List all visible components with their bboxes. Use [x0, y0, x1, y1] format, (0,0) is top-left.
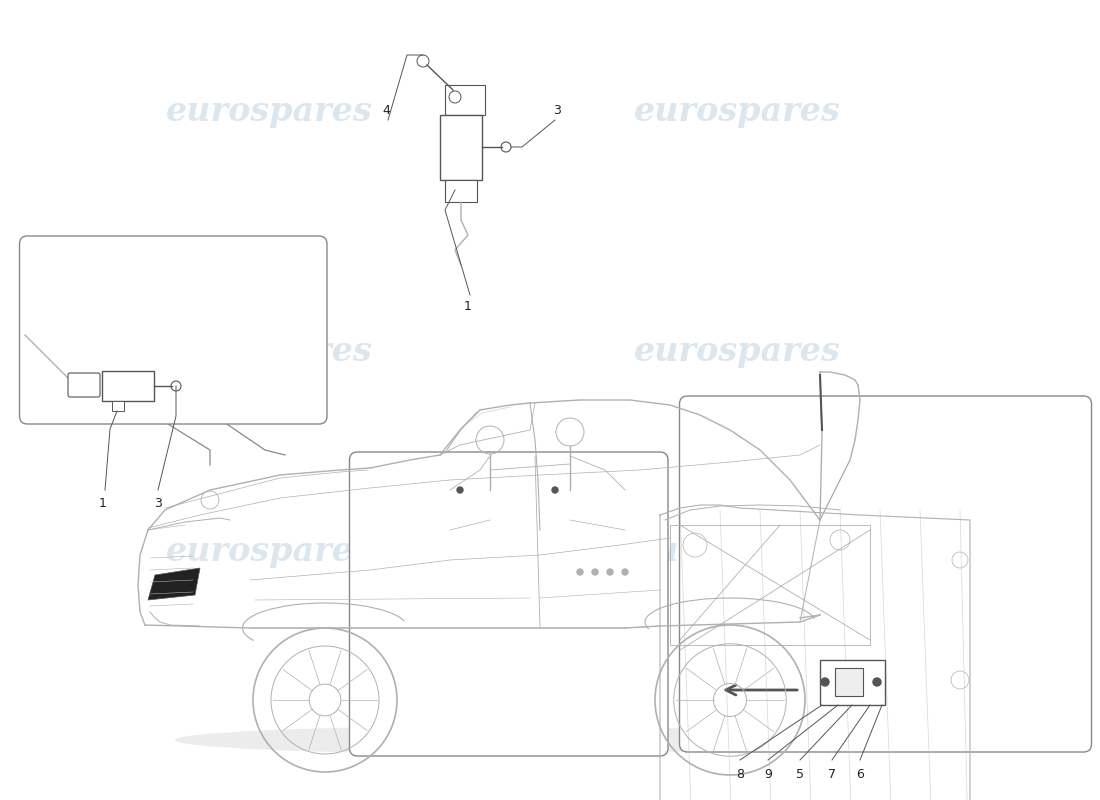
Text: 3: 3	[553, 104, 561, 117]
Text: eurospares: eurospares	[634, 535, 840, 569]
FancyBboxPatch shape	[680, 396, 1091, 752]
Text: 1: 1	[464, 300, 472, 313]
Polygon shape	[148, 568, 200, 600]
Bar	[102, 371, 154, 401]
Text: eurospares: eurospares	[166, 335, 373, 369]
Bar	[820, 660, 886, 705]
Text: eurospares: eurospares	[634, 335, 840, 369]
Text: eurospares: eurospares	[166, 95, 373, 129]
Bar	[446, 180, 477, 202]
Bar	[112, 401, 124, 411]
Bar	[440, 115, 482, 180]
Text: 1: 1	[99, 497, 107, 510]
Circle shape	[592, 569, 598, 575]
Text: eurospares: eurospares	[166, 535, 373, 569]
Text: 5: 5	[796, 768, 804, 781]
Text: 8: 8	[736, 768, 744, 781]
Text: 9: 9	[764, 768, 772, 781]
FancyBboxPatch shape	[68, 373, 100, 397]
Bar	[835, 668, 864, 696]
Text: 3: 3	[154, 497, 162, 510]
Bar	[446, 85, 485, 115]
Circle shape	[873, 678, 881, 686]
Ellipse shape	[175, 726, 825, 754]
Circle shape	[821, 678, 829, 686]
Text: eurospares: eurospares	[634, 95, 840, 129]
Text: 7: 7	[828, 768, 836, 781]
Bar	[670, 525, 870, 645]
Circle shape	[607, 569, 613, 575]
Text: 6: 6	[856, 768, 864, 781]
Text: 4: 4	[382, 104, 389, 117]
Circle shape	[456, 487, 463, 493]
Circle shape	[578, 569, 583, 575]
FancyBboxPatch shape	[20, 236, 327, 424]
FancyBboxPatch shape	[350, 452, 668, 756]
Circle shape	[552, 487, 558, 493]
Circle shape	[621, 569, 628, 575]
